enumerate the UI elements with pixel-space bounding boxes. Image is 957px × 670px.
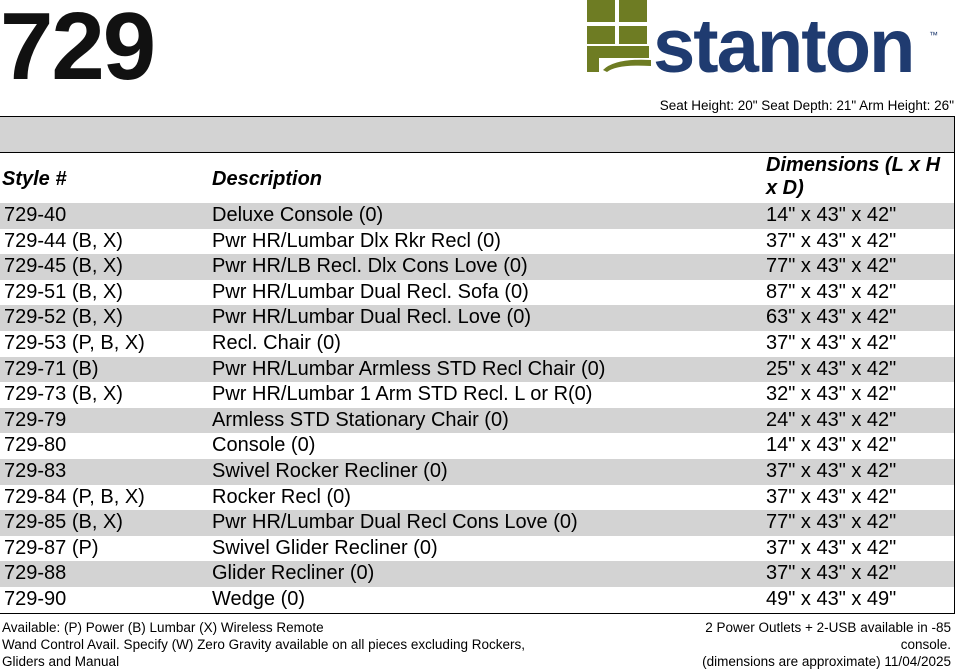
table-cell: 37" x 43" x 42" xyxy=(766,331,897,354)
table-cell: 729-84 (P, B, X) xyxy=(4,485,145,508)
table-cell: Wedge (0) xyxy=(212,587,306,610)
table-cell: 24" x 43" x 42" xyxy=(766,408,897,431)
footer-right: 2 Power Outlets + 2-USB available in -85… xyxy=(702,619,951,670)
table-row: 729-84 (P, B, X) Rocker Recl (0) 37" x 43"… xyxy=(0,485,954,511)
table-cell: 37" x 43" x 42" xyxy=(766,459,897,482)
footer-line: console. xyxy=(900,637,951,652)
table-cell: 77" x 43" x 42" xyxy=(766,255,897,278)
table-row: 729-71 (B) Pwr HR/Lumbar Armless STD Recl… xyxy=(0,356,954,383)
table-cell: 729-87 (P) xyxy=(4,536,99,559)
table-cell: 729-51 (B, X) xyxy=(4,280,123,303)
footer-line: Available: (P) Power (B) Lumbar (X) Wire… xyxy=(2,620,324,635)
table-cell: Glider Recliner (0) xyxy=(212,562,375,585)
specs: Seat Height: 20" Seat Depth: 21" Arm Hei… xyxy=(659,98,954,113)
table-cell: 63" x 43" x 42" xyxy=(766,306,897,329)
table-cell: 77" x 43" x 42" xyxy=(766,511,897,534)
table-row: 729-40 Deluxe Console (0) 14" x 43" x 42" xyxy=(0,203,954,229)
table-cell: 729-80 xyxy=(4,434,67,457)
table-cell: Pwr HR/LB Recl. Dlx Cons Love (0) xyxy=(212,255,528,278)
table-cell: 729-71 (B) xyxy=(4,357,99,380)
logo-text: stanton xyxy=(653,4,913,78)
table-cell: 37" x 43" x 42" xyxy=(766,485,897,508)
table-cell: 729-45 (B, X) xyxy=(4,255,123,278)
column-header: Description xyxy=(212,168,323,190)
table-row: 729-45 (B, X) Pwr HR/LB Recl. Dlx Cons Lo… xyxy=(0,254,954,280)
table-cell: Pwr HR/Lumbar Armless STD Recl Chair (0) xyxy=(212,357,606,380)
trademark: ™ xyxy=(929,30,938,40)
table-cell: Armless STD Stationary Chair (0) xyxy=(212,408,509,431)
table-cell: Swivel Glider Recliner (0) xyxy=(212,536,438,559)
table-row: 729-51 (B, X) Pwr HR/Lumbar Dual Recl. So… xyxy=(0,280,954,306)
footer-line: Gliders and Manual xyxy=(2,654,120,669)
table-cell: 87" x 43" x 42" xyxy=(766,280,897,303)
table-cell: 37" x 43" x 42" xyxy=(766,562,897,585)
table-cell: Console (0) xyxy=(212,434,316,457)
table-cell: Deluxe Console (0) xyxy=(212,204,384,226)
table-cell: 25" x 43" x 42" xyxy=(766,357,897,380)
footer-line: (dimensions are approximate) 11/04/2025 xyxy=(702,654,951,669)
table-cell: Swivel Rocker Recliner (0) xyxy=(212,459,448,482)
table-cell: 37" x 43" x 42" xyxy=(766,536,897,559)
table-row: 729-53 (P, B, X) Recl. Chair (0) 37" x 43"… xyxy=(0,331,954,357)
table-cell: 729-73 (B, X) xyxy=(4,383,123,406)
model-number: 729 xyxy=(0,0,156,100)
header-row: Style # Description Dimensions (L x H x … xyxy=(0,152,954,203)
table-cell: 729-79 xyxy=(4,408,67,431)
table-cell: 729-52 (B, X) xyxy=(4,306,123,329)
column-header: Style # xyxy=(2,168,67,190)
table-row: 729-83 Swivel Rocker Recliner (0) 37" x 43… xyxy=(0,458,954,485)
table: Style # Description Dimensions (L x H x … xyxy=(0,152,955,614)
table-row: 729-44 (B, X) Pwr HR/Lumbar Dlx Rkr Recl … xyxy=(0,229,954,255)
table-cell: Pwr HR/Lumbar 1 Arm STD Recl. L or R(0) xyxy=(212,383,593,406)
table-cell: 14" x 43" x 42" xyxy=(766,434,897,457)
footer-left: Available: (P) Power (B) Lumbar (X) Wire… xyxy=(2,619,525,670)
table-row: 729-88 Glider Recliner (0) 37" x 43" x 42" xyxy=(0,561,954,587)
table-cell: Pwr HR/Lumbar Dual Recl Cons Love (0) xyxy=(212,511,578,534)
table-cell: 729-90 xyxy=(4,587,67,610)
table-cell: 729-85 (B, X) xyxy=(4,511,123,534)
table-row: 729-87 (P) Swivel Glider Recliner (0) 37" … xyxy=(0,536,954,562)
table-row: 729-85 (B, X) Pwr HR/Lumbar Dual Recl Con… xyxy=(0,510,954,536)
table-row: 729-80 Console (0) 14" x 43" x 42" xyxy=(0,433,954,459)
table-cell: Pwr HR/Lumbar Dual Recl. Sofa (0) xyxy=(212,280,529,303)
table-cell: 729-44 (B, X) xyxy=(4,229,123,252)
table-cell: Pwr HR/Lumbar Dual Recl. Love (0) xyxy=(212,306,531,329)
table-cell: 37" x 43" x 42" xyxy=(766,229,897,252)
table-row: 729-52 (B, X) Pwr HR/Lumbar Dual Recl. Lo… xyxy=(0,305,954,331)
table-cell: 729-53 (P, B, X) xyxy=(4,331,145,354)
title-bar xyxy=(0,116,955,153)
table-row: 729-90 Wedge (0) 49" x 43" x 49" xyxy=(0,587,954,613)
table-cell: 729-40 xyxy=(4,204,67,226)
table-cell: 729-88 xyxy=(4,562,67,585)
table-cell: 14" x 43" x 42" xyxy=(766,204,897,226)
table-cell: Pwr HR/Lumbar Dlx Rkr Recl (0) xyxy=(212,229,501,252)
column-header: Dimensions (L x H x D) xyxy=(766,154,941,199)
table-row: 729-73 (B, X) Pwr HR/Lumbar 1 Arm STD Rec… xyxy=(0,382,954,408)
table-cell: Rocker Recl (0) xyxy=(212,485,351,508)
table-cell: Recl. Chair (0) xyxy=(212,331,341,354)
logo: stanton ™ xyxy=(587,0,938,78)
table-row: 729-79 Armless STD Stationary Chair (0) 24… xyxy=(0,407,954,434)
table-cell: 49" x 43" x 49" xyxy=(766,587,897,610)
table-cell: 32" x 43" x 42" xyxy=(766,383,897,406)
footer-line: 2 Power Outlets + 2-USB available in -85 xyxy=(705,620,951,635)
table-cell: 729-83 xyxy=(4,459,67,482)
footer-line: Wand Control Avail. Specify (W) Zero Gra… xyxy=(2,637,525,652)
